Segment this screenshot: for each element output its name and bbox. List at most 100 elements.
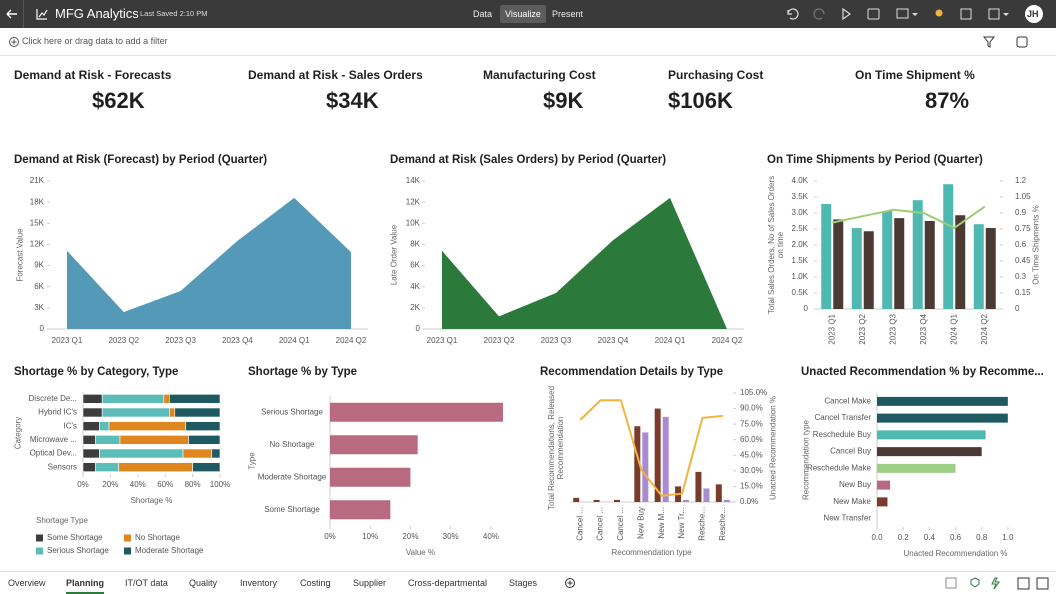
- axis-label: Forecast Value: [15, 228, 25, 282]
- x-tick-label: 2024 Q2: [336, 336, 367, 345]
- x-tick-label: 40%: [483, 532, 499, 541]
- bar-segment: [169, 407, 176, 418]
- bar: [877, 480, 891, 490]
- bar: [330, 500, 391, 520]
- redo-button[interactable]: [813, 8, 825, 20]
- axis-label: Recommendation type: [801, 419, 811, 501]
- dropdown[interactable]: [1003, 13, 1009, 16]
- x-tick-label: 60%: [157, 480, 173, 489]
- filter-bar[interactable]: Click here or drag data to add a filter: [0, 28, 1056, 56]
- filter-button[interactable]: [982, 36, 996, 48]
- y-tick-label: No Shortage: [270, 440, 315, 449]
- undo-button[interactable]: [787, 8, 799, 20]
- legend-label: No Shortage: [135, 533, 180, 542]
- x-tick-label: 0.0: [871, 533, 883, 542]
- back-button[interactable]: [6, 9, 17, 19]
- mode-tab[interactable]: Present: [552, 9, 584, 19]
- legend-swatch: [124, 547, 131, 555]
- layout-button[interactable]: [945, 577, 957, 589]
- bar: [877, 396, 1008, 406]
- legend-label: Moderate Shortage: [135, 546, 204, 555]
- x-tick-label: 2024 Q1: [655, 336, 686, 345]
- y-tick-label: Optical Dev...: [30, 449, 77, 458]
- y-tick-label: 0: [804, 304, 809, 313]
- kpi-value: $62K: [92, 88, 145, 113]
- dropdown[interactable]: [912, 13, 918, 16]
- x-tick-label: 30%: [443, 532, 459, 541]
- y-tick-label: Discrete De...: [29, 394, 77, 403]
- bar: [573, 497, 580, 502]
- panel-left[interactable]: [1017, 577, 1030, 590]
- axis-label: Shortage %: [131, 496, 173, 505]
- y-tick-label: 2K: [410, 303, 420, 312]
- y-tick-label: Cancel Make: [824, 396, 871, 405]
- y-tick-label: 2.5K: [792, 224, 809, 233]
- legend-swatch: [36, 547, 43, 555]
- y-tick-label: 4K: [410, 282, 420, 291]
- refresh-button[interactable]: [867, 8, 880, 20]
- bar: [330, 435, 418, 455]
- auto-apply[interactable]: [991, 577, 1000, 590]
- settings-button[interactable]: [1016, 36, 1028, 48]
- filter-tools: [982, 36, 1028, 48]
- axis-label: Total Recommendations, Released Recommen…: [547, 385, 565, 510]
- y-tick-label: Reschedule Make: [807, 463, 872, 472]
- x-tick-label: 2024 Q1: [279, 336, 310, 345]
- panel-right[interactable]: [1036, 577, 1049, 590]
- y2-tick-label: 1.2: [1015, 176, 1027, 185]
- bar-segment: [82, 407, 103, 418]
- tab[interactable]: Inventory: [240, 578, 278, 588]
- add-tab[interactable]: [565, 578, 575, 588]
- x-tick-label: 2023 Q2: [484, 336, 515, 345]
- x-tick-label: Resche...: [718, 507, 727, 541]
- tab[interactable]: Supplier: [353, 578, 387, 588]
- present-button[interactable]: [960, 8, 972, 20]
- notes-button[interactable]: [896, 8, 909, 19]
- y2-tick-label: 75.0%: [740, 419, 763, 428]
- tab[interactable]: Costing: [300, 578, 331, 588]
- legend-title: Shortage Type: [36, 516, 88, 525]
- tab[interactable]: Planning: [66, 578, 104, 594]
- x-tick-label: 2023 Q1: [827, 313, 836, 344]
- bar-segment: [182, 448, 213, 459]
- y-tick-label: 3.0K: [792, 208, 809, 217]
- x-tick-label: 0%: [324, 532, 336, 541]
- bar: [662, 416, 669, 502]
- bar-segment: [101, 394, 165, 404]
- avatar[interactable]: [1025, 5, 1043, 23]
- axis-label: Unacted Recommendation %: [768, 395, 778, 500]
- bar-segment: [169, 394, 221, 404]
- status-icon[interactable]: [970, 577, 980, 588]
- tab[interactable]: Stages: [509, 578, 538, 588]
- y2-tick-label: 105.0%: [740, 388, 767, 397]
- axis-label: Type: [247, 452, 257, 470]
- tab[interactable]: Overview: [8, 578, 46, 588]
- y2-tick-label: 0.45: [1015, 256, 1031, 265]
- axis-label: Total Sales Orders, No of Sales Orders o…: [767, 175, 785, 315]
- y2-tick-label: 90.0%: [740, 404, 763, 413]
- kpi-label: Purchasing Cost: [668, 68, 764, 82]
- y-tick-label: Moderate Shortage: [258, 472, 327, 481]
- mode-tab[interactable]: Visualize: [500, 5, 546, 23]
- bar-segment: [82, 448, 100, 459]
- kpi-label: Manufacturing Cost: [483, 68, 596, 82]
- bar: [683, 499, 690, 502]
- axis-label: Category: [13, 416, 23, 450]
- tab[interactable]: Quality: [189, 578, 218, 588]
- bar-segment: [118, 462, 193, 472]
- run-button[interactable]: [842, 7, 852, 21]
- mode-tab[interactable]: Data: [473, 9, 493, 19]
- insights-button[interactable]: [935, 9, 943, 17]
- tab[interactable]: Cross-departmental: [408, 578, 488, 588]
- tab[interactable]: IT/OT data: [125, 578, 168, 588]
- axis-label: Late Order Value: [389, 224, 399, 286]
- save-button[interactable]: [988, 8, 1000, 20]
- bar: [703, 488, 710, 502]
- bar-segment: [99, 421, 110, 431]
- chart-title: Shortage % by Category, Type: [14, 366, 178, 378]
- chart-title: On Time Shipments by Period (Quarter): [767, 154, 983, 166]
- bar: [330, 467, 411, 487]
- y-tick-label: 0: [40, 324, 45, 333]
- y2-tick-label: 0: [1015, 304, 1020, 313]
